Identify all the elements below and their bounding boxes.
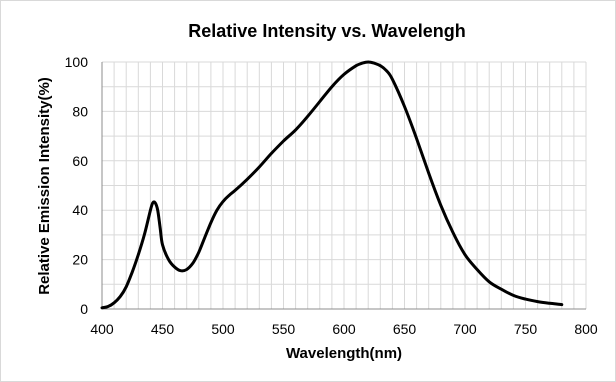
x-tick-label: 800 [574,321,598,337]
x-tick-labels: 400 450 500 550 600 650 700 750 800 [90,321,598,337]
y-tick-label: 40 [72,202,88,218]
gridlines [101,61,587,310]
y-tick-label: 60 [72,153,88,169]
y-axis-label: Relative Emission Intensity(%) [36,77,53,295]
x-tick-label: 500 [211,321,235,337]
x-tick-label: 600 [332,321,356,337]
y-tick-label: 0 [80,301,88,317]
x-tick-label: 550 [272,321,296,337]
axes [101,62,586,310]
y-tick-label: 100 [65,54,89,70]
chart-title: Relative Intensity vs. Wavelengh [188,21,465,41]
x-tick-label: 750 [514,321,538,337]
emission-spectrum-line [100,60,564,310]
x-axis-label: Wavelength(nm) [286,345,402,362]
y-tick-labels: 0 20 40 60 80 100 [65,54,89,317]
y-tick-label: 20 [72,252,88,268]
x-tick-label: 450 [151,321,175,337]
y-tick-label: 80 [72,103,88,119]
x-tick-label: 400 [90,321,114,337]
x-tick-label: 650 [393,321,417,337]
x-tick-label: 700 [453,321,477,337]
series-group [100,60,564,310]
